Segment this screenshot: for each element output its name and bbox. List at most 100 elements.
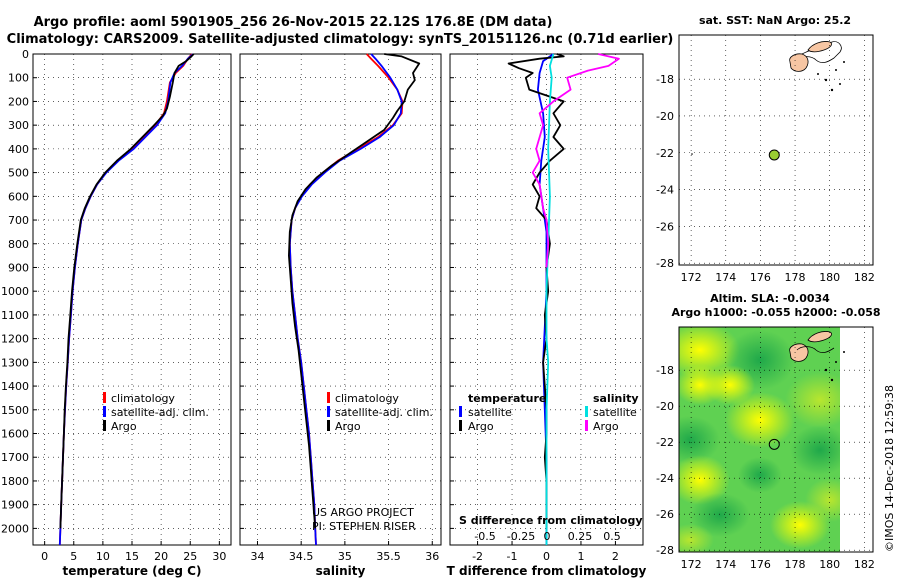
argo-float-marker: [768, 438, 780, 450]
legend-title-temperature: temperature: [468, 392, 546, 405]
lat-tick-label: -24: [656, 184, 674, 197]
sst-map-title: sat. SST: NaN Argo: 25.2: [699, 14, 851, 27]
y-tick-label: 1100: [1, 309, 29, 322]
y-tick-label: 0: [22, 48, 29, 61]
legend-swatch-climatology: [103, 392, 106, 403]
legend-title-salinity: salinity: [593, 392, 639, 405]
sla-map-title: Altim. SLA: -0.0034: [710, 292, 830, 305]
argo-float-marker: [768, 149, 780, 161]
y-tick-label: 500: [8, 167, 29, 180]
x-axis-label: salinity: [316, 564, 366, 578]
lon-tick-label: 182: [854, 271, 875, 284]
x-tick-label: 34: [250, 550, 264, 563]
x-tick-label: -1: [507, 550, 518, 563]
legend-swatch-t-argo: [459, 420, 462, 431]
legend-swatch-s-argo: [585, 420, 588, 431]
salinity-legend: climatology satellite-adj. clim. Argo: [327, 392, 433, 433]
x-tick-label: 0: [41, 550, 48, 563]
x-tick-label: 25: [183, 550, 197, 563]
coastline: [796, 346, 835, 354]
y-tick-label: 1600: [1, 428, 29, 441]
y-tick-label: 1900: [1, 499, 29, 512]
legend-label-climatology: climatology: [111, 392, 175, 405]
x-tick-label: 2: [612, 550, 619, 563]
x-tick-label: 20: [154, 550, 168, 563]
lat-tick-label: -26: [656, 220, 674, 233]
s-difference-label: S difference from climatology: [459, 514, 643, 527]
island-viti-levu: [789, 343, 809, 362]
s-tick-label: 0: [544, 530, 551, 543]
x-tick-label: 15: [125, 550, 139, 563]
legend-label-s-argo: Argo: [593, 420, 619, 433]
sla-map-panel: 172 174 176 178 180 182 -18 -20 -22 -24 -26 -28: [656, 326, 875, 571]
project-credit-line1: US ARGO PROJECT: [312, 506, 414, 519]
y-tick-label: 2000: [1, 522, 29, 535]
legend-label-argo: Argo: [111, 420, 137, 433]
series-line-argo: [287, 53, 421, 529]
y-tick-label: 1800: [1, 475, 29, 488]
y-tick-label: 1400: [1, 380, 29, 393]
s-difference-ticks: -0.5 -0.25 0 0.25 0.5: [474, 530, 620, 543]
lon-tick-label: 172: [681, 558, 702, 571]
legend-swatch-argo: [103, 420, 106, 431]
y-tick-label: 900: [8, 261, 29, 274]
lat-tick-label: -26: [656, 508, 674, 521]
legend-label-argo: Argo: [335, 420, 361, 433]
x-tick-label: -2: [472, 550, 483, 563]
legend-label-t-argo: Argo: [468, 420, 494, 433]
series-line-s-argo: [531, 53, 620, 268]
legend-label-satellite: satellite-adj. clim.: [111, 406, 209, 419]
lon-tick-label: 182: [854, 558, 875, 571]
x-tick-label: 10: [96, 550, 110, 563]
x-tick-label: 35: [338, 550, 352, 563]
x-tick-label: 30: [212, 550, 226, 563]
legend-label-climatology: climatology: [335, 392, 399, 405]
lat-tick-label: -28: [656, 544, 674, 557]
lon-tick-label: 172: [681, 271, 702, 284]
x-tick-label: 5: [70, 550, 77, 563]
figure-title-line1: Argo profile: aoml 5901905_256 26-Nov-20…: [34, 15, 553, 30]
series-line-climatology: [58, 53, 193, 546]
legend-swatch-climatology: [327, 392, 330, 403]
lat-tick-label: -20: [656, 400, 674, 413]
temperature-legend: climatology satellite-adj. clim. Argo: [103, 392, 209, 433]
imos-watermark: ©IMOS 14-Dec-2018 12:59:38: [883, 385, 896, 552]
difference-legend: temperature satellite Argo salinity sate…: [459, 392, 639, 433]
lat-tick-label: -24: [656, 472, 674, 485]
series-line-t-argo: [507, 53, 565, 529]
y-tick-label: 200: [8, 95, 29, 108]
lon-tick-label: 180: [819, 271, 840, 284]
map-frame: [678, 326, 874, 553]
series-line-satellite-adj-clim-: [58, 53, 194, 546]
lat-tick-label: -22: [656, 147, 674, 160]
sst-map-panel: 172 174 176 178 180 182 -18 -20 -22 -24 -26 -28: [656, 34, 875, 284]
s-tick-label: 0.25: [568, 530, 593, 543]
legend-swatch-satellite: [327, 406, 330, 417]
lon-tick-label: 176: [750, 558, 771, 571]
lat-tick-label: -18: [656, 364, 674, 377]
s-tick-label: 0.5: [603, 530, 621, 543]
y-tick-label: 1700: [1, 451, 29, 464]
y-tick-label: 100: [8, 72, 29, 85]
plot-frame: [239, 53, 442, 546]
temperature-panel: 0100200300400500600700800900100011001200…: [1, 48, 232, 578]
lon-tick-label: 178: [785, 558, 806, 571]
y-tick-label: 1500: [1, 404, 29, 417]
y-tick-label: 600: [8, 190, 29, 203]
x-axis-label: temperature (deg C): [63, 564, 202, 578]
sla-map-subtitle: Argo h1000: -0.055 h2000: -0.058: [671, 306, 880, 319]
s-tick-label: -0.25: [507, 530, 535, 543]
island-vanua-levu: [807, 41, 832, 53]
x-tick-label: 36: [425, 550, 439, 563]
series-line-argo: [59, 53, 195, 529]
lon-tick-label: 178: [785, 271, 806, 284]
x-tick-label: 34.5: [289, 550, 314, 563]
figure-title-line2: Climatology: CARS2009. Satellite-adjuste…: [7, 32, 674, 47]
lon-tick-label: 174: [715, 271, 736, 284]
difference-panel: -2 -1 0 1 2T difference from climatology: [447, 53, 647, 578]
lat-tick-label: -22: [656, 436, 674, 449]
island-viti-levu: [789, 53, 809, 72]
x-axis-label: T difference from climatology: [447, 564, 647, 578]
legend-label-satellite: satellite-adj. clim.: [335, 406, 433, 419]
